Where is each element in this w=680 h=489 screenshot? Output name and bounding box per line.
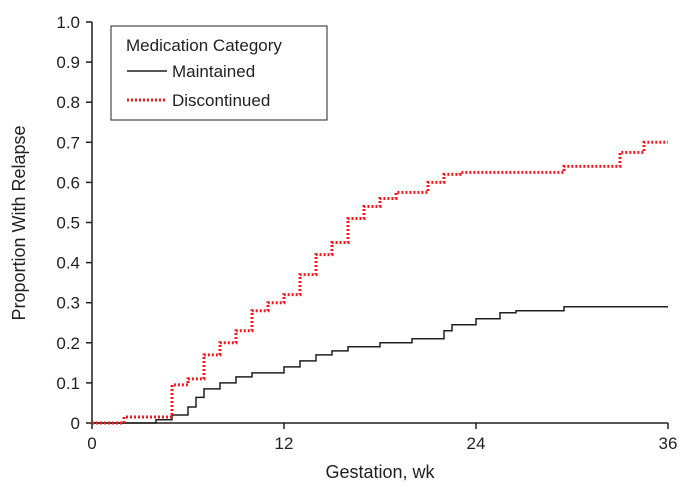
series-line-maintained [92, 305, 668, 424]
x-axis: 0 12 24 36 [87, 422, 677, 453]
y-ticks: 0 0.1 0.2 0.3 0.4 0.5 0.6 0.7 0.8 0.9 1.0 [56, 13, 92, 433]
y-tick-label: 0.3 [56, 294, 80, 313]
x-tick-label: 24 [467, 434, 486, 453]
y-axis: 0 0.1 0.2 0.3 0.4 0.5 0.6 0.7 0.8 0.9 1.0 [56, 13, 93, 433]
y-tick-label: 0.9 [56, 53, 80, 72]
legend-label-discontinued: Discontinued [172, 91, 270, 110]
y-tick-label: 1.0 [56, 13, 80, 32]
legend: Medication Category Maintained Discontin… [110, 25, 328, 121]
y-tick-label: 0.1 [56, 374, 80, 393]
x-tick-label: 36 [659, 434, 678, 453]
y-axis-title: Proportion With Relapse [9, 125, 29, 320]
y-tick-label: 0.5 [56, 214, 80, 233]
x-tick-label: 0 [87, 434, 96, 453]
series-line-discontinued [92, 140, 668, 425]
x-tick-label: 12 [275, 434, 294, 453]
legend-title: Medication Category [126, 36, 282, 55]
legend-label-maintained: Maintained [172, 62, 255, 81]
legend-box [110, 25, 328, 121]
x-axis-title: Gestation, wk [325, 462, 435, 482]
y-tick-label: 0.4 [56, 254, 80, 273]
y-tick-label: 0.8 [56, 93, 80, 112]
y-tick-label: 0 [71, 414, 80, 433]
y-tick-label: 0.2 [56, 334, 80, 353]
x-ticks: 0 12 24 36 [87, 423, 677, 453]
y-tick-label: 0.7 [56, 133, 80, 152]
series-layer [92, 140, 668, 425]
y-tick-label: 0.6 [56, 173, 80, 192]
